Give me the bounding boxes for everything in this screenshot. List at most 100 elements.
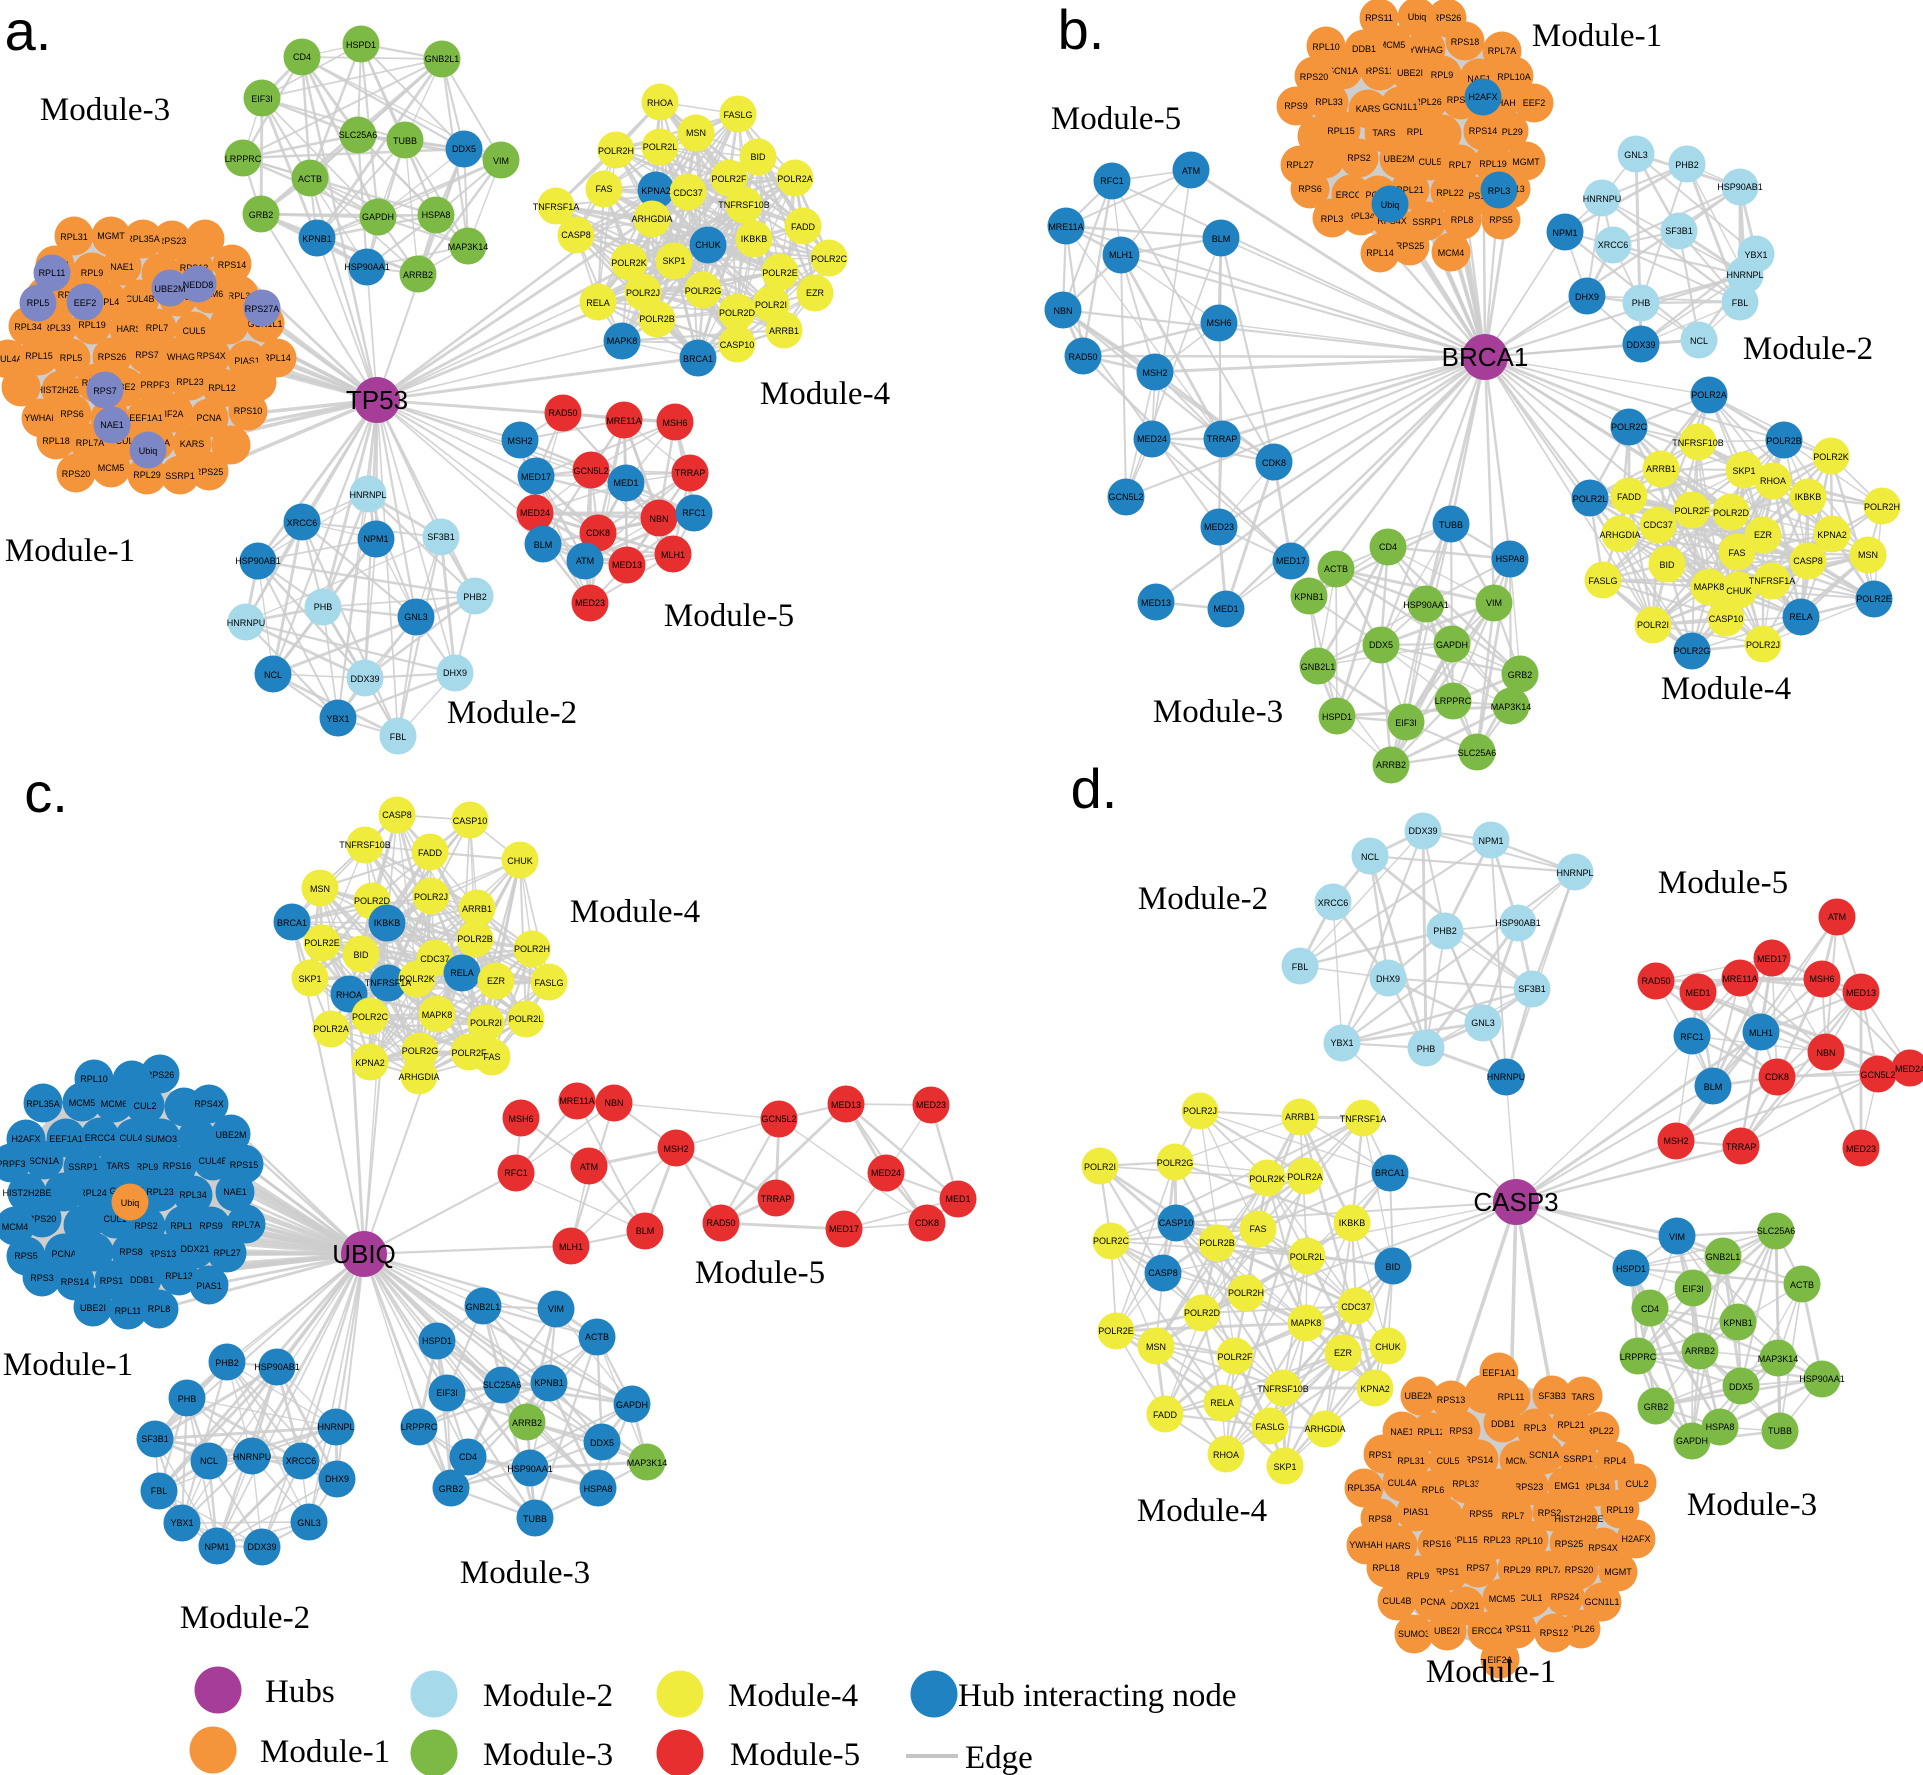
svg-text:RPL3: RPL3 — [1524, 1423, 1547, 1433]
svg-text:RPS24: RPS24 — [1551, 1592, 1580, 1602]
svg-text:RPS16: RPS16 — [163, 1161, 192, 1171]
svg-text:RPL6: RPL6 — [1422, 1485, 1445, 1495]
svg-text:Module-3: Module-3 — [1153, 694, 1283, 730]
svg-text:RPL9: RPL9 — [1431, 70, 1454, 80]
svg-text:MED24: MED24 — [520, 508, 550, 518]
svg-text:Module-2: Module-2 — [447, 695, 577, 731]
svg-text:RPS13: RPS13 — [1437, 1395, 1466, 1405]
svg-text:DDX39: DDX39 — [247, 1542, 276, 1552]
svg-text:YBX1: YBX1 — [326, 714, 349, 724]
svg-text:DHX9: DHX9 — [1376, 974, 1400, 984]
svg-text:MED13: MED13 — [1141, 598, 1171, 608]
svg-text:ATM: ATM — [580, 1162, 598, 1172]
svg-text:RPL14: RPL14 — [1366, 248, 1394, 258]
svg-text:MAP3K14: MAP3K14 — [627, 1458, 668, 1468]
svg-text:POLR2E: POLR2E — [762, 268, 798, 278]
svg-text:MED1: MED1 — [1685, 988, 1710, 998]
svg-text:RPL26: RPL26 — [1414, 97, 1442, 107]
svg-text:RPL7: RPL7 — [146, 323, 169, 333]
svg-text:RPL12: RPL12 — [208, 383, 236, 393]
svg-text:RPL19: RPL19 — [1479, 159, 1507, 169]
svg-text:RPL5: RPL5 — [27, 298, 50, 308]
svg-text:CUL5: CUL5 — [182, 326, 205, 336]
svg-text:RPL24: RPL24 — [79, 1188, 107, 1198]
svg-text:CDC37: CDC37 — [1341, 1302, 1371, 1312]
svg-text:TNFRSF1A: TNFRSF1A — [1340, 1114, 1387, 1124]
svg-text:ATM: ATM — [576, 556, 594, 566]
svg-text:PHB: PHB — [1632, 298, 1651, 308]
svg-text:BRCA1: BRCA1 — [1442, 342, 1529, 372]
svg-text:RAD50: RAD50 — [706, 1218, 735, 1228]
svg-text:Ubiq: Ubiq — [121, 1198, 140, 1208]
svg-text:GNL3: GNL3 — [1471, 1018, 1495, 1028]
svg-text:RPL10: RPL10 — [1312, 42, 1340, 52]
svg-text:MED23: MED23 — [1204, 522, 1234, 532]
svg-text:HSPD1: HSPD1 — [346, 40, 376, 50]
svg-text:TRRAP: TRRAP — [1726, 1142, 1757, 1152]
svg-text:GAPDH: GAPDH — [362, 212, 394, 222]
svg-text:RPL19: RPL19 — [78, 320, 106, 330]
svg-text:RPL12: RPL12 — [1417, 1427, 1445, 1437]
svg-text:KPNB1: KPNB1 — [534, 1378, 564, 1388]
svg-text:CASP8: CASP8 — [1148, 1268, 1178, 1278]
svg-text:POLR2B: POLR2B — [457, 934, 493, 944]
svg-text:POLR2C: POLR2C — [1611, 422, 1648, 432]
svg-text:CASP10: CASP10 — [1709, 614, 1744, 624]
svg-text:LRPPRC: LRPPRC — [1435, 696, 1472, 706]
svg-text:RPL35A: RPL35A — [126, 234, 160, 244]
svg-text:YWHAG: YWHAG — [161, 352, 195, 362]
svg-text:HNRNPL: HNRNPL — [1726, 270, 1763, 280]
svg-text:RPL7A: RPL7A — [1488, 46, 1517, 56]
svg-text:RPL8: RPL8 — [148, 1304, 171, 1314]
svg-text:MSH6: MSH6 — [1809, 974, 1834, 984]
svg-text:MSH2: MSH2 — [663, 1144, 688, 1154]
svg-text:YBX1: YBX1 — [1744, 250, 1767, 260]
svg-text:RPS9: RPS9 — [1284, 101, 1308, 111]
svg-text:RELA: RELA — [450, 968, 474, 978]
svg-text:MRE11A: MRE11A — [559, 1096, 594, 1106]
svg-text:POLR2G: POLR2G — [402, 1046, 439, 1056]
svg-text:POLR2G: POLR2G — [1157, 1158, 1194, 1168]
svg-text:ARRB2: ARRB2 — [512, 1418, 542, 1428]
svg-text:TARS: TARS — [106, 1161, 129, 1171]
svg-text:PHB: PHB — [314, 602, 333, 612]
svg-text:XRCC6: XRCC6 — [286, 1456, 317, 1466]
svg-text:MED24: MED24 — [1137, 434, 1167, 444]
svg-text:GCN5L2: GCN5L2 — [761, 1114, 796, 1124]
svg-text:Hub interacting node: Hub interacting node — [958, 1678, 1237, 1714]
svg-text:RAD50: RAD50 — [548, 408, 577, 418]
svg-text:SUMO3: SUMO3 — [1398, 1629, 1430, 1639]
svg-text:UBE2M: UBE2M — [215, 1130, 246, 1140]
svg-text:CUL5: CUL5 — [1436, 1456, 1459, 1466]
svg-text:POLR2C: POLR2C — [1093, 1236, 1130, 1246]
svg-text:NBN: NBN — [1053, 306, 1072, 316]
svg-text:KPNB1: KPNB1 — [1294, 592, 1324, 602]
svg-text:EMG1: EMG1 — [1554, 1481, 1580, 1491]
svg-text:RPS26: RPS26 — [98, 352, 127, 362]
svg-text:NAE1: NAE1 — [100, 420, 124, 430]
svg-text:EZR: EZR — [1754, 530, 1773, 540]
svg-text:HSP90AA1: HSP90AA1 — [1799, 1374, 1845, 1384]
svg-text:GRB2: GRB2 — [249, 210, 274, 220]
svg-text:CASP10: CASP10 — [1159, 1218, 1194, 1228]
svg-text:CUL1: CUL1 — [103, 1214, 126, 1224]
svg-text:Ubiq: Ubiq — [1381, 200, 1400, 210]
svg-text:RPL4: RPL4 — [1604, 1456, 1627, 1466]
svg-text:PIAS1: PIAS1 — [234, 356, 260, 366]
svg-text:NPM1: NPM1 — [1552, 228, 1577, 238]
svg-text:MRE11A: MRE11A — [1722, 974, 1757, 984]
svg-text:HSPA8: HSPA8 — [1706, 1422, 1735, 1432]
svg-text:SLC25A6: SLC25A6 — [339, 130, 378, 140]
svg-text:UBIQ: UBIQ — [332, 1239, 396, 1269]
svg-text:c.: c. — [24, 761, 68, 824]
svg-text:RPS6: RPS6 — [60, 409, 84, 419]
svg-text:Module-2: Module-2 — [1138, 881, 1268, 917]
svg-text:MAP3K14: MAP3K14 — [1491, 702, 1532, 712]
svg-text:NPM1: NPM1 — [1478, 836, 1503, 846]
svg-text:MLH1: MLH1 — [661, 550, 685, 560]
svg-text:VIM: VIM — [548, 1304, 564, 1314]
svg-text:RPL33: RPL33 — [43, 323, 71, 333]
svg-text:HSP90AA1: HSP90AA1 — [1403, 600, 1449, 610]
svg-text:ATM: ATM — [1828, 912, 1846, 922]
svg-text:POLR2E: POLR2E — [1856, 594, 1892, 604]
